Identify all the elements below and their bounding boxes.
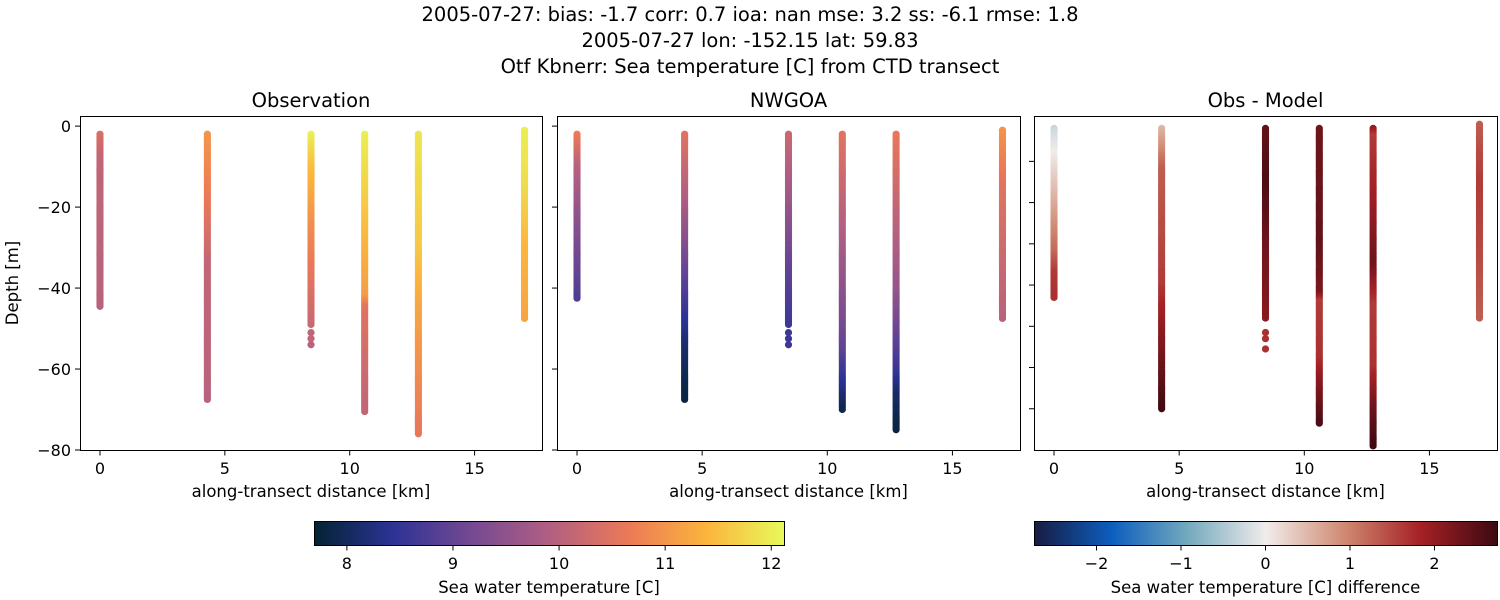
data-point <box>573 294 581 302</box>
suptitle-description: Otf Kbnerr: Sea temperature [C] from CTD… <box>500 55 1000 78</box>
data-point <box>520 314 529 323</box>
axes-frame <box>80 116 543 451</box>
profile-0 <box>96 130 104 310</box>
profile-4 <box>1369 124 1377 450</box>
x-tick-label: 0 <box>95 459 105 478</box>
panel-title: NWGOA <box>750 89 828 112</box>
data-point <box>307 335 315 343</box>
suptitle-stats: 2005-07-27: bias: -1.7 corr: 0.7 ioa: na… <box>421 3 1079 26</box>
colorbar-label: Sea water temperature [C] <box>438 578 660 597</box>
x-tick-label: 0 <box>572 459 582 478</box>
y-tick-label: −40 <box>37 279 71 298</box>
y-axis-label: Depth [m] <box>3 241 22 325</box>
x-tick-label: 15 <box>1419 459 1439 478</box>
colorbar-balance: −2 −1 0 1 2 Sea water temperature [C] differe… <box>1034 521 1498 597</box>
colorbar-tick-label: 10 <box>549 554 569 573</box>
profile-1 <box>203 130 211 403</box>
colorbar-tick-label: 1 <box>1345 554 1355 573</box>
data-point <box>307 341 315 349</box>
panel-title: Observation <box>252 89 371 112</box>
colorbar-tick-label: 2 <box>1429 554 1439 573</box>
y-tick-label: −80 <box>37 441 71 460</box>
data-point <box>1369 442 1377 450</box>
x-tick-label: 15 <box>464 459 484 478</box>
data-point <box>1050 293 1058 302</box>
x-tick-label: 10 <box>1294 459 1314 478</box>
data-point <box>784 320 793 329</box>
data-point <box>1261 345 1270 353</box>
data-point <box>307 320 315 329</box>
x-axis-label: along-transect distance [km] <box>192 482 431 501</box>
profile-4 <box>414 130 422 438</box>
x-tick-label: 10 <box>340 459 360 478</box>
axes-frame <box>557 116 1021 451</box>
profile-0 <box>1050 124 1058 302</box>
colorbar-tick-label: 9 <box>448 554 458 573</box>
x-axis-label: along-transect distance [km] <box>669 482 908 501</box>
profile-2 <box>307 130 315 349</box>
profile-1 <box>1158 124 1166 413</box>
y-tick-label: −20 <box>37 198 71 217</box>
data-point <box>892 426 900 434</box>
x-tick-label: 0 <box>1049 459 1059 478</box>
colorbar-tick-label: 12 <box>761 554 781 573</box>
data-point <box>307 328 315 337</box>
colorbar-tick-label: 11 <box>655 554 675 573</box>
colorbar-tick-label: −2 <box>1085 554 1109 573</box>
x-tick-label: 10 <box>817 459 837 478</box>
data-point <box>784 341 793 349</box>
panel-obs-model: Obs - Model 0 5 10 15 along-transect distance… <box>1029 89 1498 501</box>
profile-1 <box>681 130 689 403</box>
profile-3 <box>838 130 846 414</box>
data-point <box>998 314 1007 323</box>
data-point <box>1158 405 1166 413</box>
y-tick-label: 0 <box>61 117 71 136</box>
profile-5 <box>520 126 529 323</box>
colorbar-tick-label: 8 <box>342 554 352 573</box>
x-tick-label: 15 <box>942 459 962 478</box>
profile-4 <box>892 130 900 434</box>
data-point <box>1261 314 1270 322</box>
axes-frame <box>1034 116 1498 451</box>
data-point <box>1261 328 1270 337</box>
profile-5 <box>1475 120 1484 322</box>
data-point <box>203 395 211 403</box>
data-point <box>96 302 104 310</box>
colorbar-thermal: 8 9 10 11 12 Sea water temperature [C] <box>314 521 785 597</box>
data-point <box>361 407 369 416</box>
data-point <box>414 430 422 438</box>
profile-3 <box>361 130 369 416</box>
colorbar-tick-label: −1 <box>1169 554 1193 573</box>
data-point <box>1475 314 1484 322</box>
data-point <box>784 335 793 343</box>
x-tick-label: 5 <box>697 459 707 478</box>
panel-observation: Observation 0 5 10 15 along-transect distance… <box>3 89 543 501</box>
profile-2 <box>784 130 793 349</box>
profile-3 <box>1315 124 1323 427</box>
x-axis-label: along-transect distance [km] <box>1146 482 1385 501</box>
data-point <box>838 405 846 414</box>
x-tick-label: 5 <box>1174 459 1184 478</box>
profile-5 <box>998 126 1007 323</box>
colorbar-bar <box>1034 521 1498 546</box>
colorbar-label: Sea water temperature [C] difference <box>1111 578 1421 597</box>
data-point <box>1261 335 1270 343</box>
profile-0 <box>573 130 581 302</box>
colorbar-bar <box>314 521 785 546</box>
data-point <box>784 328 793 337</box>
panel-title: Obs - Model <box>1208 89 1324 112</box>
data-point <box>681 395 689 403</box>
panel-nwgoa: NWGOA 0 5 10 15 along-transect distance [km] <box>552 89 1021 501</box>
profile-2 <box>1261 124 1270 353</box>
colorbar-tick-label: 0 <box>1260 554 1270 573</box>
data-point <box>1315 419 1323 427</box>
x-tick-label: 5 <box>220 459 230 478</box>
suptitle-location: 2005-07-27 lon: -152.15 lat: 59.83 <box>581 29 919 52</box>
y-tick-label: −60 <box>37 360 71 379</box>
